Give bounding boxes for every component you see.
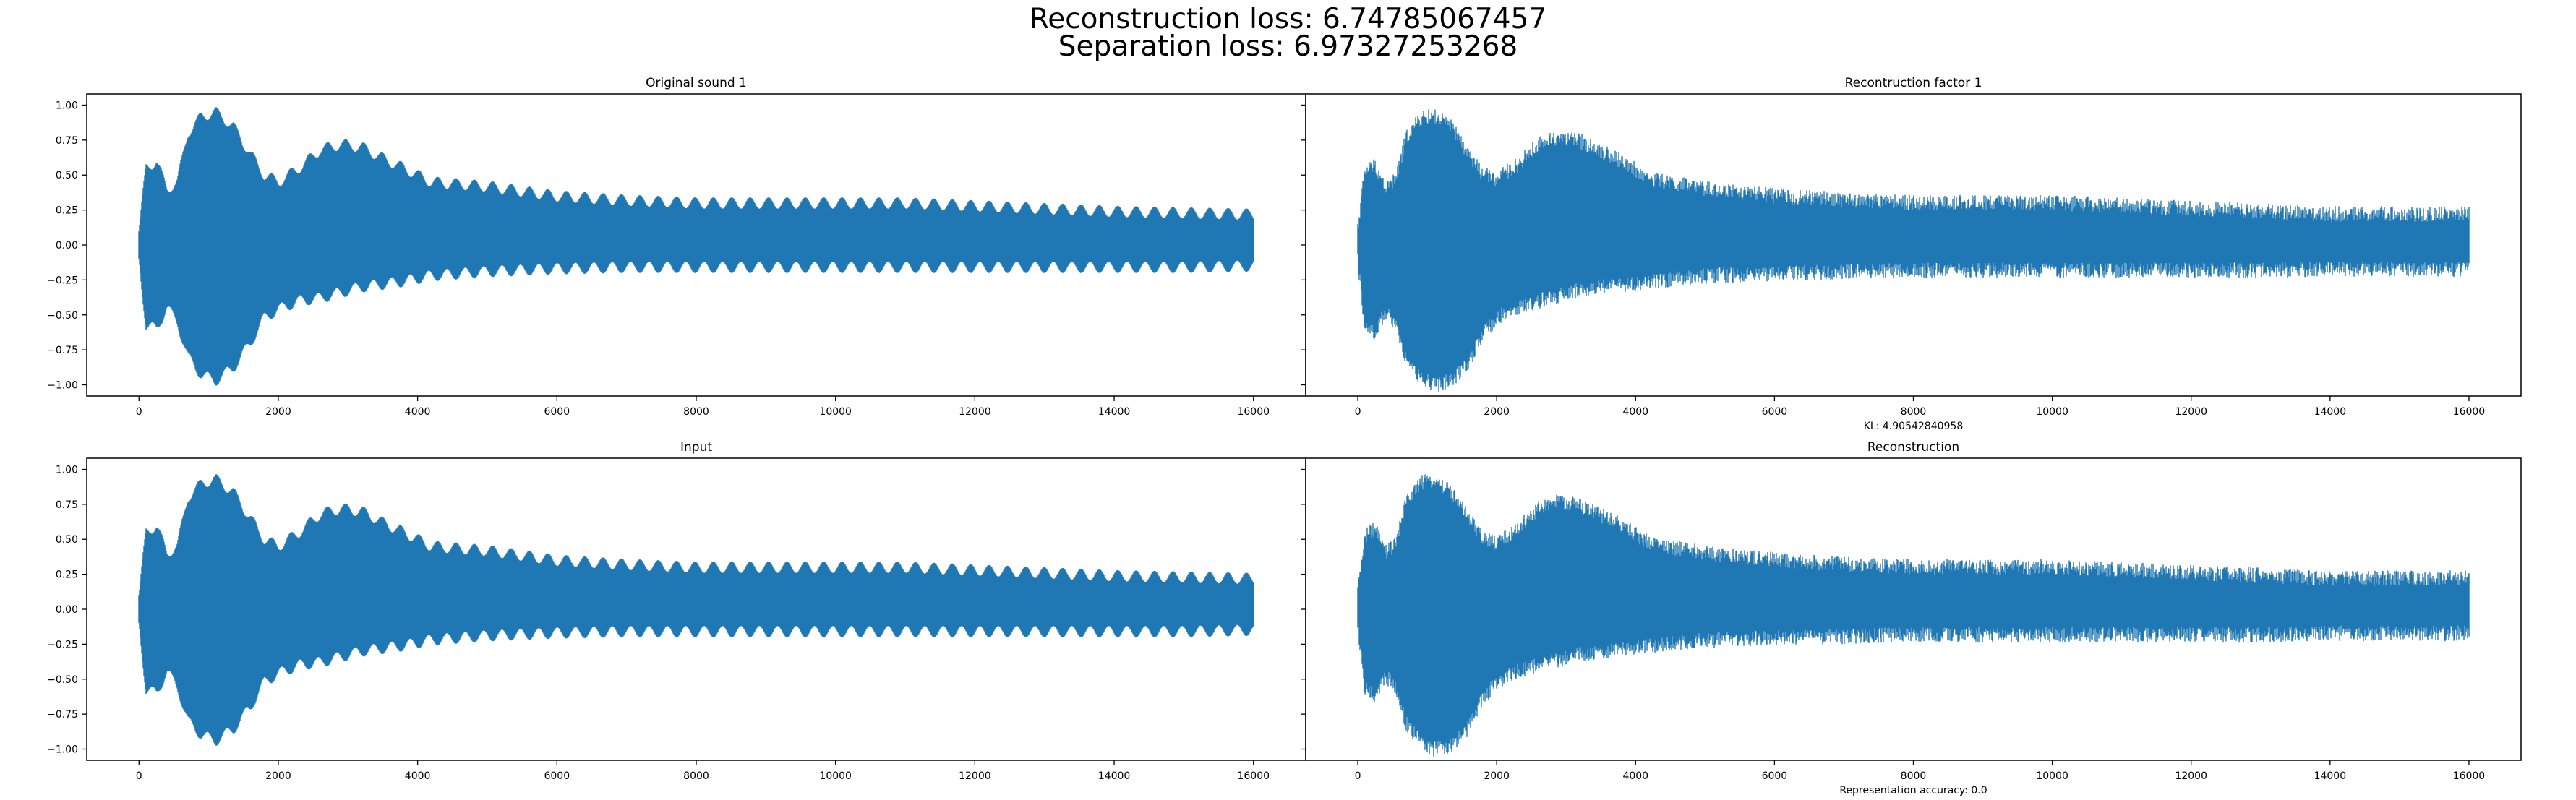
x-tick-label: 16000	[1237, 770, 1270, 782]
x-tick-label: 2000	[1484, 406, 1510, 418]
x-tick-label: 10000	[2036, 770, 2068, 782]
x-tick-label: 10000	[2036, 406, 2068, 418]
figure-title-separation-loss: Separation loss: 6.97327253268	[1058, 30, 1518, 63]
x-tick-label: 0	[1355, 770, 1361, 782]
x-tick-label: 16000	[2453, 770, 2486, 782]
x-tick-label: 2000	[265, 770, 291, 782]
x-tick-label: 6000	[1762, 406, 1788, 418]
x-tick-label: 10000	[819, 406, 852, 418]
y-tick-label: −0.50	[47, 674, 78, 686]
y-tick-label: 0.50	[56, 170, 78, 181]
y-tick-label: 0.25	[56, 205, 78, 217]
y-tick-label: 0.00	[56, 604, 78, 616]
y-tick-label: −0.25	[47, 275, 78, 286]
subplot-title: Reconstruction	[1867, 440, 1959, 455]
subplot-input: 0 2000 4000 6000 8000 10000 12000 14000 16000 1.0…	[47, 440, 1306, 782]
y-tick-label: −0.25	[47, 639, 78, 650]
y-tick-label: 0.50	[56, 534, 78, 546]
x-tick-label: 4000	[405, 770, 431, 782]
x-tick-label: 8000	[1901, 770, 1927, 782]
x-tick-label: 4000	[1622, 770, 1648, 782]
x-tick-label: 8000	[1901, 406, 1927, 418]
y-tick-label: 0.75	[56, 135, 78, 147]
x-tick-label: 12000	[959, 770, 991, 782]
x-tick-label: 2000	[1484, 770, 1510, 782]
subplot-title: Original sound 1	[646, 76, 747, 90]
x-tick-label: 10000	[819, 770, 852, 782]
waveform-line	[1357, 474, 2470, 757]
waveform-line	[138, 107, 1254, 386]
x-tick-label: 14000	[1098, 770, 1131, 782]
x-tick-label: 8000	[683, 406, 709, 418]
y-tick-label: 1.00	[56, 100, 78, 111]
subplot-original-sound-1: 0 2000 4000 6000 8000 10000 12000 14000 16000 1.0…	[47, 76, 1306, 418]
y-tick-label: 0.25	[56, 569, 78, 581]
x-tick-label: 12000	[2175, 770, 2207, 782]
y-tick-label: −0.75	[47, 709, 78, 721]
subplot-title: Recontruction factor 1	[1845, 76, 1982, 90]
x-tick-label: 0	[136, 770, 142, 782]
y-tick-label: −0.75	[47, 345, 78, 356]
waveform-line	[138, 474, 1254, 746]
y-tick-label: 1.00	[56, 464, 78, 476]
x-tick-label: 14000	[2314, 406, 2347, 418]
x-tick-label: 12000	[959, 406, 991, 418]
x-tick-label: 6000	[544, 770, 570, 782]
x-tick-label: 0	[1355, 406, 1361, 418]
x-tick-label: 12000	[2175, 406, 2207, 418]
x-tick-label: 8000	[683, 770, 709, 782]
y-tick-label: 0.75	[56, 499, 78, 511]
subplot-reconstruction-factor-1: 0 2000 4000 6000 8000 10000 12000 14000 16000 Rec…	[1301, 76, 2522, 432]
y-tick-label: −1.00	[47, 380, 78, 392]
x-tick-label: 14000	[2314, 770, 2347, 782]
x-axis-label: Representation accuracy: 0.0	[1839, 785, 1987, 796]
x-tick-label: 6000	[1762, 770, 1788, 782]
y-tick-label: −1.00	[47, 744, 78, 756]
x-tick-label: 2000	[265, 406, 291, 418]
x-tick-label: 14000	[1098, 406, 1131, 418]
x-tick-label: 4000	[405, 406, 431, 418]
x-tick-label: 6000	[544, 406, 570, 418]
subplot-reconstruction: 0 2000 4000 6000 8000 10000 12000 14000 16000 Rec…	[1301, 440, 2522, 796]
x-axis-label: KL: 4.90542840958	[1864, 421, 1963, 432]
waveform-line	[1357, 109, 2470, 392]
figure-title-reconstruction-loss: Reconstruction loss: 6.74785067457	[1029, 3, 1547, 35]
x-tick-label: 0	[136, 406, 142, 418]
y-tick-label: −0.50	[47, 310, 78, 322]
subplot-title: Input	[680, 440, 712, 455]
x-tick-label: 16000	[1237, 406, 1270, 418]
x-tick-label: 4000	[1622, 406, 1648, 418]
x-tick-label: 16000	[2453, 406, 2486, 418]
y-tick-label: 0.00	[56, 240, 78, 251]
